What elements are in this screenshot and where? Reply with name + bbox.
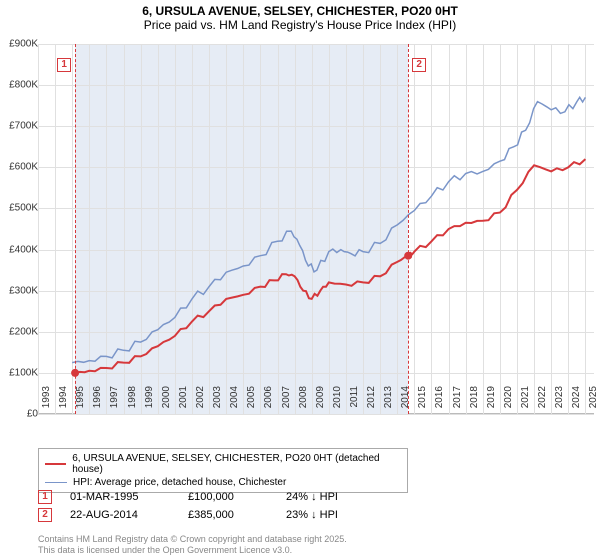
legend-swatch-red: [45, 463, 66, 465]
y-tick-label: £600K: [0, 162, 38, 173]
footer-line: This data is licensed under the Open Gov…: [38, 545, 347, 556]
chart-lines-svg: [38, 44, 594, 414]
table-row: 2 22-AUG-2014 £385,000 23% ↓ HPI: [38, 506, 366, 524]
footer-line: Contains HM Land Registry data © Crown c…: [38, 534, 347, 545]
y-tick-label: £100K: [0, 367, 38, 378]
y-tick-label: £800K: [0, 80, 38, 91]
sale-delta: 24% ↓ HPI: [286, 491, 366, 503]
chart-plot-area: 12: [38, 44, 594, 414]
y-tick-label: £400K: [0, 244, 38, 255]
y-tick-label: £500K: [0, 203, 38, 214]
marker-box-icon: 1: [57, 58, 71, 72]
y-tick-label: £300K: [0, 285, 38, 296]
footer-attribution: Contains HM Land Registry data © Crown c…: [38, 534, 347, 556]
legend-row: 6, URSULA AVENUE, SELSEY, CHICHESTER, PO…: [45, 452, 401, 476]
y-tick-label: £900K: [0, 39, 38, 50]
legend-label: 6, URSULA AVENUE, SELSEY, CHICHESTER, PO…: [72, 453, 401, 475]
legend-box: 6, URSULA AVENUE, SELSEY, CHICHESTER, PO…: [38, 448, 408, 493]
sale-date: 22-AUG-2014: [70, 509, 170, 521]
sale-delta: 23% ↓ HPI: [286, 509, 366, 521]
legend-swatch-blue: [45, 482, 67, 484]
row-marker-icon: 1: [38, 490, 52, 504]
sale-price: £385,000: [188, 509, 268, 521]
chart-container: 6, URSULA AVENUE, SELSEY, CHICHESTER, PO…: [0, 0, 600, 560]
legend-label: HPI: Average price, detached house, Chic…: [73, 477, 286, 488]
y-tick-label: £200K: [0, 326, 38, 337]
table-row: 1 01-MAR-1995 £100,000 24% ↓ HPI: [38, 488, 366, 506]
y-tick-label: £0: [0, 409, 38, 420]
sale-date: 01-MAR-1995: [70, 491, 170, 503]
row-marker-icon: 2: [38, 508, 52, 522]
y-tick-label: £700K: [0, 121, 38, 132]
chart-title-line1: 6, URSULA AVENUE, SELSEY, CHICHESTER, PO…: [0, 0, 600, 18]
chart-title-line2: Price paid vs. HM Land Registry's House …: [0, 18, 600, 36]
sale-price: £100,000: [188, 491, 268, 503]
sales-table: 1 01-MAR-1995 £100,000 24% ↓ HPI 2 22-AU…: [38, 488, 366, 524]
marker-box-icon: 2: [412, 58, 426, 72]
